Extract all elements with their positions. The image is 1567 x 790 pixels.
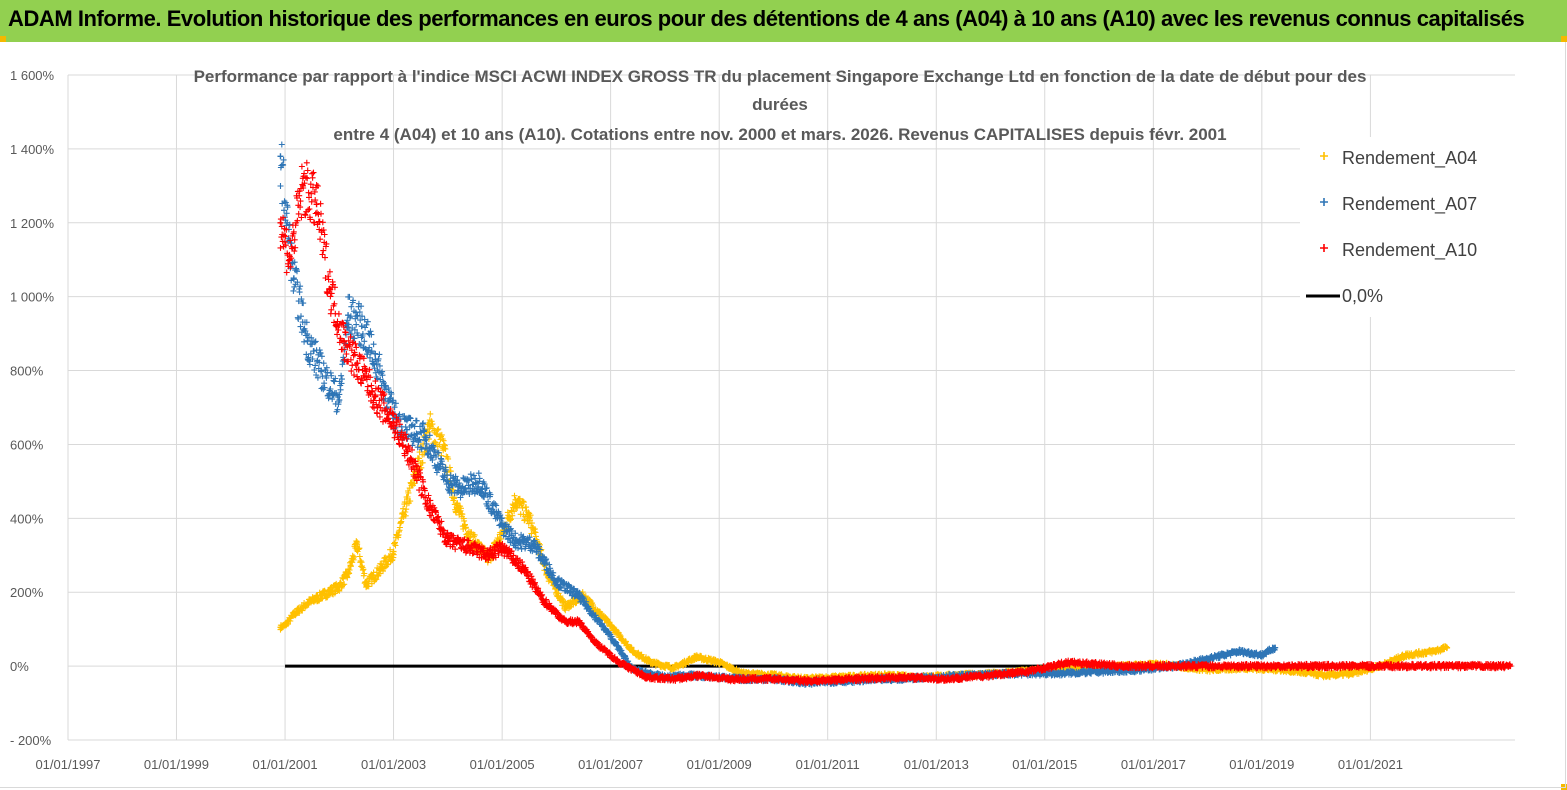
x-tick-label: 01/01/2005 — [470, 757, 535, 772]
data-point — [304, 338, 311, 344]
legend-entry-label: 0,0% — [1342, 286, 1383, 306]
y-tick-label: 600% — [10, 437, 44, 452]
y-tick-label: 400% — [10, 511, 44, 526]
x-tick-label: 01/01/2019 — [1229, 757, 1294, 772]
report-banner: ADAM Informe. Evolution historique des p… — [0, 0, 1567, 42]
data-point — [277, 153, 284, 160]
scatter-markers — [277, 159, 1513, 686]
x-tick-label: 01/01/2001 — [253, 757, 318, 772]
y-tick-label: - 200% — [10, 733, 52, 748]
gridlines — [67, 74, 1515, 741]
y-tick-label: 1 600% — [10, 68, 55, 83]
y-tick-label: 1 200% — [10, 216, 55, 231]
corner-mark — [0, 36, 6, 42]
legend-entry-label: Rendement_A10 — [1342, 240, 1477, 261]
chart-legend: Rendement_A04 Rendement_A07 Rendement_A10 0… — [1300, 137, 1515, 317]
chart-title: Performance par rapport à l'indice MSCI … — [194, 67, 1367, 144]
legend-entry-label: Rendement_A04 — [1342, 148, 1477, 169]
performance-chart: - 200% 0% 200% 400% 600% 800% 1 000% 1 200% 1 40… — [10, 67, 1515, 772]
x-tick-label: 01/01/1997 — [35, 757, 100, 772]
chart-title-line: Performance par rapport à l'indice MSCI … — [194, 67, 1367, 86]
data-point — [372, 356, 379, 363]
legend-marker-swatch — [1320, 152, 1328, 160]
data-point — [313, 201, 320, 208]
x-tick-label: 01/01/2015 — [1012, 757, 1077, 772]
legend-entry-label: Rendement_A07 — [1342, 194, 1477, 215]
x-tick-label: 01/01/2007 — [578, 757, 643, 772]
y-tick-label: 200% — [10, 585, 44, 600]
x-tick-label: 01/01/2003 — [361, 757, 426, 772]
data-point — [358, 323, 365, 330]
chart-title-line: entre 4 (A04) et 10 ans (A10). Cotations… — [333, 125, 1226, 144]
chart-frame: - 200% 0% 200% 400% 600% 800% 1 000% 1 200% 1 40… — [0, 42, 1566, 788]
data-series — [277, 141, 1514, 688]
x-axis-ticks: 01/01/1997 01/01/1999 01/01/2001 01/01/2003… — [35, 757, 1403, 772]
chart-title-line: durées — [752, 95, 808, 114]
legend-marker-swatch — [1320, 244, 1328, 252]
y-tick-label: 800% — [10, 364, 44, 379]
report-title: ADAM Informe. Evolution historique des p… — [8, 6, 1525, 31]
x-tick-label: 01/01/1999 — [144, 757, 209, 772]
x-tick-label: 01/01/2011 — [796, 757, 860, 772]
x-tick-label: 01/01/2013 — [904, 757, 969, 772]
legend-box — [1300, 137, 1515, 317]
y-tick-label: 1 000% — [10, 290, 55, 305]
corner-mark — [1561, 36, 1567, 42]
scatter-markers — [277, 141, 1278, 688]
x-tick-label: 01/01/2009 — [687, 757, 752, 772]
y-axis-ticks: - 200% 0% 200% 400% 600% 800% 1 000% 1 200% 1 40… — [10, 68, 55, 748]
x-tick-label: 01/01/2021 — [1338, 757, 1403, 772]
series-rendement-a10 — [277, 159, 1514, 686]
legend-marker-swatch — [1320, 198, 1328, 206]
series-rendement-a07 — [277, 141, 1279, 688]
y-tick-label: 0% — [10, 659, 29, 674]
x-tick-label: 01/01/2017 — [1121, 757, 1186, 772]
y-tick-label: 1 400% — [10, 142, 55, 157]
